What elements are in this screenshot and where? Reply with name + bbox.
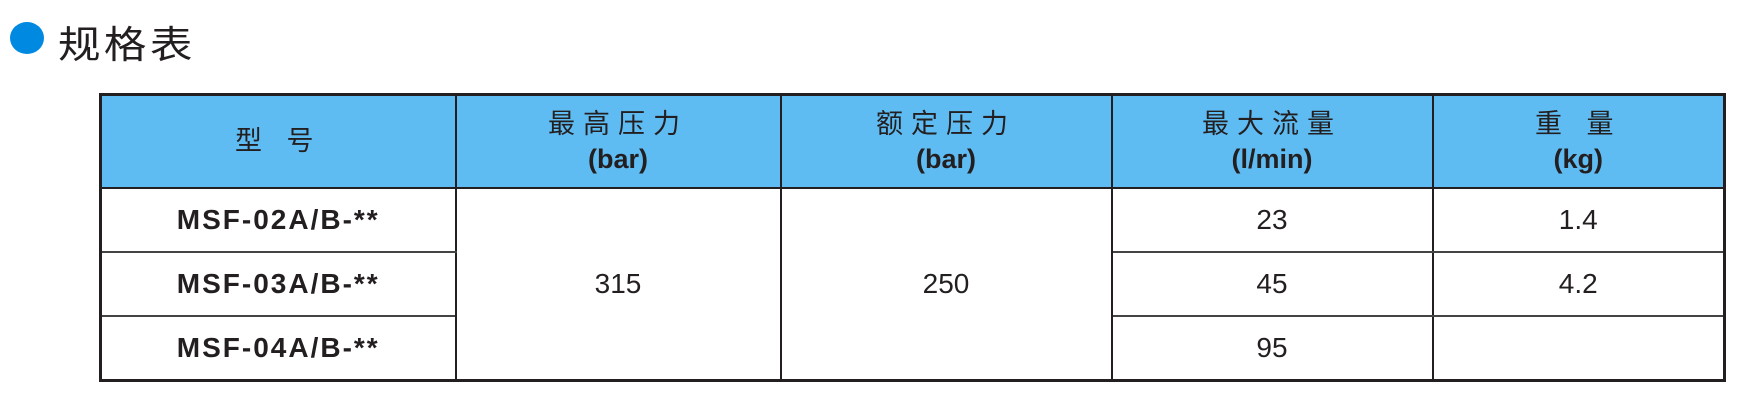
table-row: MSF-02A/B-** 315 250 23 1.4 — [99, 187, 1726, 382]
rated-pressure-cell: 250 — [779, 187, 1113, 382]
table-row: MSF-04A/B-** 95 — [99, 315, 1726, 382]
section-title: 规格表 — [58, 23, 196, 67]
header-max-pressure: 最高压力 (bar) — [454, 93, 782, 189]
table-row: MSF-03A/B-** 45 4.2 — [99, 251, 1726, 317]
header-row: 型 号 最高压力 (bar) 额定压力 (bar) 最大流量 (l/min) 重 量(… — [99, 93, 1726, 189]
header-model: 型 号 — [99, 93, 457, 189]
model-cell: MSF-03A/B-** — [99, 251, 457, 317]
bullet-icon — [10, 22, 44, 54]
header-rated-pressure: 额定压力 (bar) — [779, 93, 1113, 189]
header-max-flow: 最大流量 (l/min) — [1110, 93, 1434, 189]
header-weight: 重 量 (kg) — [1431, 93, 1726, 189]
max-pressure-cell: 315 — [454, 187, 782, 382]
weight-cell: 1.4 — [1431, 187, 1726, 253]
model-cell: MSF-02A/B-** — [99, 187, 457, 253]
flow-cell: 45 — [1110, 251, 1434, 317]
flow-cell: 23 — [1110, 187, 1434, 253]
model-cell: MSF-04A/B-** — [99, 315, 457, 382]
flow-cell: 95 — [1110, 315, 1434, 382]
weight-cell: 4.2 — [1431, 251, 1726, 317]
weight-cell — [1431, 315, 1726, 382]
spec-table: 型 号 最高压力 (bar) 额定压力 (bar) 最大流量 (l/min) 重 量(… — [99, 93, 1726, 382]
